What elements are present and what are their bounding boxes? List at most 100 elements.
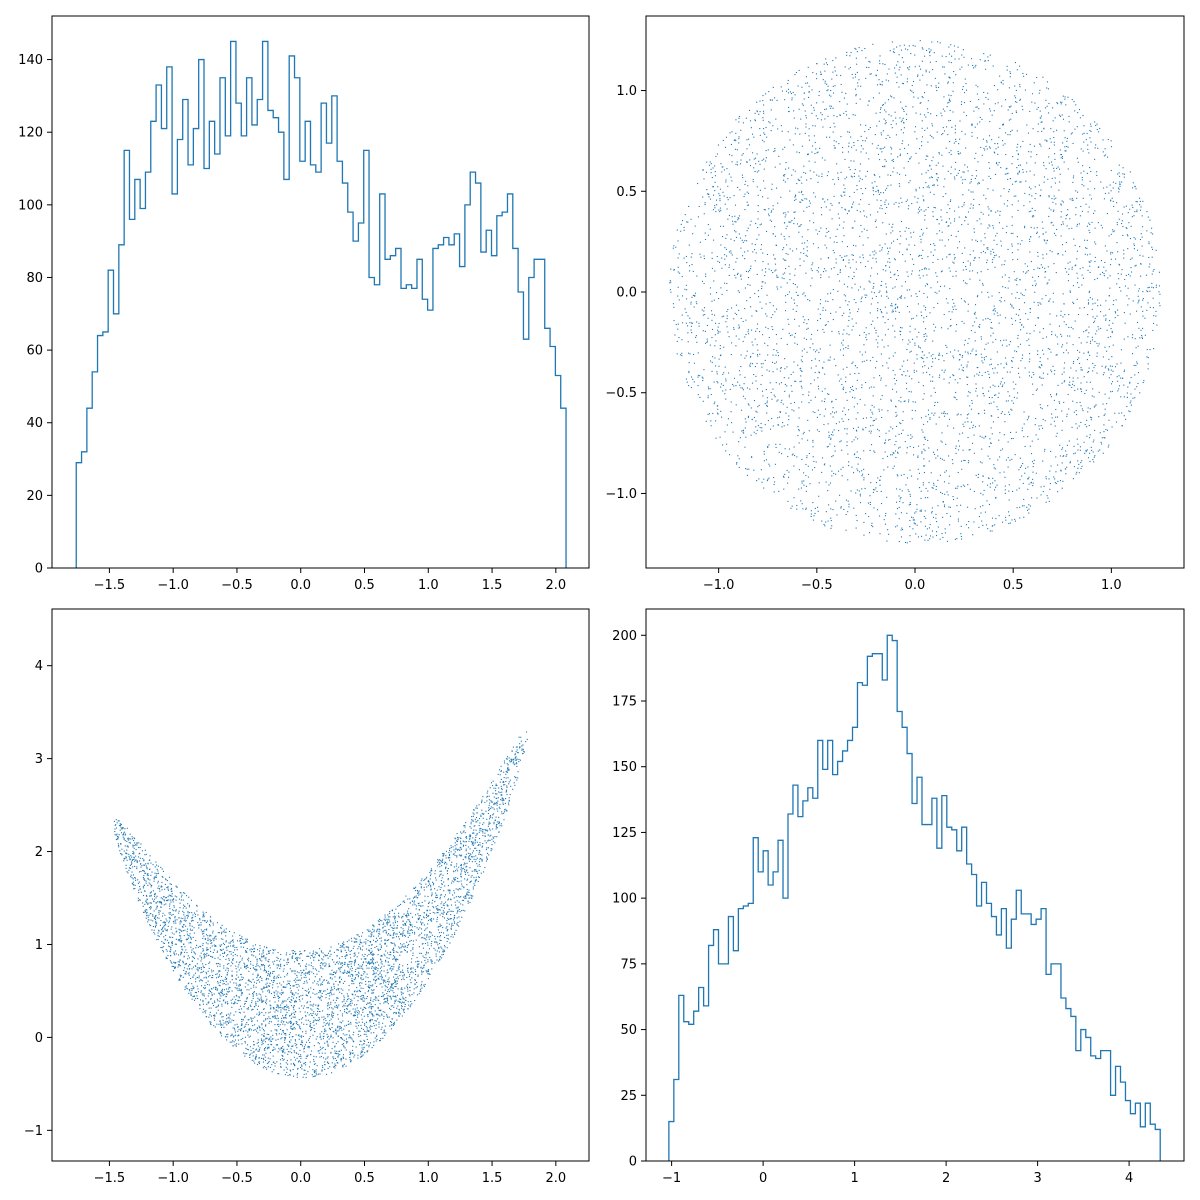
scatter-point xyxy=(997,396,999,399)
scatter-point xyxy=(977,161,979,163)
scatter-point xyxy=(689,317,691,319)
scatter-point xyxy=(783,278,785,280)
scatter-point xyxy=(879,435,881,438)
scatter-point xyxy=(1013,388,1015,390)
scatter-point xyxy=(969,254,971,256)
scatter-point xyxy=(920,490,922,492)
scatter-point xyxy=(740,163,742,165)
scatter-point xyxy=(1040,364,1043,366)
scatter-point xyxy=(1029,170,1031,172)
scatter-point xyxy=(1142,200,1144,202)
scatter-point xyxy=(691,322,693,324)
scatter-point xyxy=(900,496,902,499)
scatter-point xyxy=(1082,133,1084,135)
scatter-point xyxy=(1003,263,1005,266)
scatter-point xyxy=(853,144,855,147)
scatter-point xyxy=(888,223,890,225)
scatter-point xyxy=(875,332,877,334)
scatter-point xyxy=(905,375,907,377)
scatter-point xyxy=(874,221,876,223)
scatter-point xyxy=(1127,336,1129,338)
scatter-point xyxy=(1019,343,1022,345)
scatter-point xyxy=(880,108,882,110)
scatter-point xyxy=(724,146,727,148)
scatter-point xyxy=(909,519,911,522)
scatter-point xyxy=(753,431,755,433)
scatter-point xyxy=(1006,345,1008,347)
scatter-point xyxy=(870,425,872,427)
scatter-point xyxy=(912,517,914,519)
scatter-point xyxy=(758,404,760,406)
scatter-point xyxy=(987,317,989,319)
scatter-point xyxy=(832,60,834,62)
scatter-point xyxy=(1040,117,1042,119)
scatter-point xyxy=(1089,194,1091,196)
scatter-point xyxy=(1033,145,1036,147)
scatter-point xyxy=(954,487,957,489)
scatter-point xyxy=(832,508,834,511)
scatter-point xyxy=(735,277,737,279)
scatter-point xyxy=(1014,95,1016,97)
scatter-point xyxy=(896,238,898,240)
scatter-point xyxy=(920,521,922,523)
scatter-point xyxy=(970,178,972,180)
scatter-point xyxy=(953,70,955,73)
scatter-point xyxy=(927,490,929,492)
scatter-point xyxy=(831,78,833,80)
scatter-point xyxy=(890,174,892,176)
scatter-point xyxy=(1137,372,1140,374)
scatter-point xyxy=(953,357,955,359)
scatter-point xyxy=(1063,130,1065,132)
scatter-point xyxy=(846,441,848,443)
scatter-point xyxy=(1005,362,1007,364)
scatter-point xyxy=(1107,277,1109,279)
scatter-point xyxy=(801,387,803,389)
scatter-point xyxy=(869,360,872,362)
scatter-point xyxy=(957,520,959,522)
scatter-point xyxy=(817,118,819,120)
scatter-point xyxy=(970,191,972,193)
scatter-point xyxy=(915,190,917,192)
scatter-point xyxy=(953,262,955,264)
scatter-point xyxy=(687,341,689,343)
scatter-point xyxy=(842,466,844,468)
scatter-point xyxy=(1082,114,1084,117)
scatter-point xyxy=(941,432,943,434)
scatter-point xyxy=(892,309,894,311)
scatter-point xyxy=(1118,188,1120,190)
scatter-point xyxy=(714,401,716,403)
scatter-point xyxy=(1036,388,1038,390)
scatter-point xyxy=(947,225,949,227)
scatter-point xyxy=(1110,336,1112,338)
scatter-point xyxy=(1062,223,1064,225)
scatter-point xyxy=(760,223,762,225)
scatter-point xyxy=(832,178,834,181)
scatter-point xyxy=(1116,224,1118,226)
plot-area xyxy=(669,40,1161,544)
scatter-point xyxy=(934,404,936,407)
scatter-point xyxy=(798,325,800,327)
scatter-point xyxy=(995,486,997,488)
scatter-point xyxy=(952,306,954,308)
scatter-point xyxy=(921,451,923,453)
scatter-point xyxy=(1016,150,1018,152)
scatter-point xyxy=(674,334,676,336)
scatter-point xyxy=(968,189,970,191)
scatter-point xyxy=(765,93,767,95)
scatter-point xyxy=(724,282,726,284)
scatter-point xyxy=(673,320,675,322)
scatter-point xyxy=(894,352,896,354)
scatter-point xyxy=(822,328,824,331)
scatter-point xyxy=(1111,390,1113,392)
scatter-point xyxy=(807,419,809,421)
scatter-point xyxy=(1015,195,1017,197)
scatter-point xyxy=(860,262,862,264)
scatter-point xyxy=(1103,273,1105,275)
scatter-point xyxy=(884,146,886,148)
scatter-point xyxy=(962,367,964,369)
scatter-point xyxy=(1081,183,1083,186)
scatter-point xyxy=(1113,205,1115,207)
scatter-point xyxy=(940,216,942,218)
scatter-point xyxy=(936,521,938,523)
scatter-point xyxy=(826,247,828,249)
